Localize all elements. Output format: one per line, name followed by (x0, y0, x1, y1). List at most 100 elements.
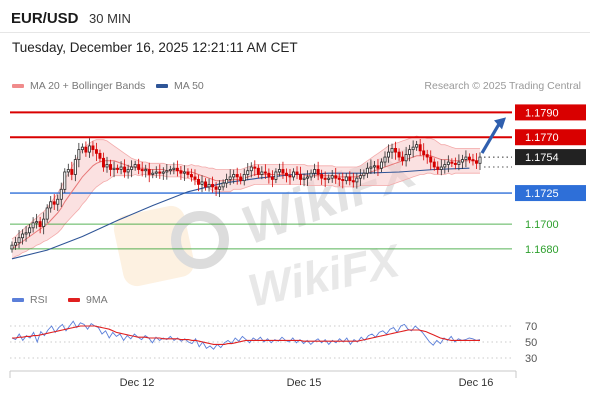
candle (460, 154, 464, 169)
candle-body (225, 179, 229, 184)
candle (98, 149, 102, 163)
ma9-swatch (68, 298, 80, 303)
candle (478, 152, 482, 170)
symbol-label: EUR/USD (11, 10, 79, 27)
last-price-badge (515, 149, 586, 166)
candle (221, 179, 225, 191)
x-tick-label: Dec 15 (287, 377, 322, 389)
candle (246, 163, 250, 181)
candle-body (446, 161, 450, 165)
candle-body (91, 145, 95, 151)
candle-body (372, 165, 376, 168)
candle-body (119, 166, 123, 170)
candle-body (464, 156, 468, 160)
candle-body (24, 232, 28, 235)
candle-body (116, 167, 120, 170)
candle-body (161, 171, 165, 174)
candle (450, 158, 454, 168)
candle-body (137, 164, 141, 170)
candle (443, 159, 447, 174)
candle-body (151, 172, 155, 175)
candle (313, 163, 317, 178)
candle-body (204, 181, 208, 188)
candle (56, 194, 60, 211)
candle (390, 143, 394, 159)
candle (45, 204, 49, 223)
candle (232, 169, 236, 184)
candle (175, 160, 179, 177)
candle (14, 236, 18, 250)
candle-body (228, 176, 232, 180)
candle (235, 167, 239, 185)
candle-body (253, 166, 257, 169)
ma50-swatch (156, 84, 168, 89)
candle-body (221, 182, 225, 188)
level-badges: 1.1790 1.1770 1.1725 1.1700 1.1680 1.1754 (515, 104, 586, 256)
candle (439, 159, 443, 176)
candle (59, 182, 63, 207)
candle-body (348, 176, 352, 182)
candle-body (379, 161, 383, 169)
candle (105, 156, 109, 173)
candle-body (246, 170, 250, 175)
candle (84, 141, 88, 157)
candle (411, 140, 415, 158)
candle (109, 159, 113, 177)
candle-body (404, 154, 408, 162)
candle-body (31, 222, 35, 229)
candle-body (270, 176, 274, 180)
candle-body (263, 171, 267, 174)
candle (211, 176, 215, 193)
candle-body (63, 171, 67, 190)
candle (165, 164, 169, 180)
candle (193, 169, 197, 186)
candle (263, 164, 267, 179)
candle (425, 149, 429, 164)
candle (35, 213, 39, 229)
candle (137, 158, 141, 175)
x-tick-label: Dec 12 (120, 377, 155, 389)
candle (351, 172, 355, 188)
level-label-1.1680: 1.1680 (525, 244, 559, 256)
candle (401, 151, 405, 166)
candle-body (140, 169, 144, 172)
candle (337, 173, 341, 187)
forecast-arrow (480, 117, 506, 154)
legend-item-9ma: 9MA (68, 294, 108, 306)
candle-body (323, 177, 327, 180)
candle (102, 152, 105, 172)
rsi-tick-label: 70 (525, 321, 537, 333)
candle (147, 162, 151, 183)
candles-layer (10, 138, 482, 253)
candle-body (284, 172, 288, 177)
candle (91, 141, 95, 157)
candle (168, 165, 172, 175)
candle-body (288, 175, 292, 178)
level-badge-text: 1.1790 (525, 107, 559, 119)
candle-body (186, 171, 190, 175)
chart-header: EUR/USD 30 MIN (0, 0, 590, 32)
candle-body (239, 176, 243, 182)
ma20-swatch (12, 84, 24, 89)
candle-body (102, 157, 105, 168)
candle (383, 151, 387, 167)
candle-body (249, 166, 253, 172)
rsi-panel: 70 50 30 (10, 320, 537, 365)
candle (249, 162, 253, 178)
candle (200, 175, 204, 193)
rsi-tick-label: 30 (525, 353, 537, 365)
candle (116, 164, 120, 174)
candle-body (274, 171, 278, 180)
x-axis: Dec 12 Dec 15 Dec 16 (9, 370, 517, 389)
legend-item-ma50: MA 50 (156, 80, 204, 92)
candle-body (341, 179, 345, 182)
candle (133, 160, 137, 171)
candle (42, 212, 46, 235)
candle (453, 157, 457, 170)
candle (436, 161, 440, 175)
candle (21, 229, 25, 245)
legend-item-rsi: RSI (12, 294, 48, 306)
candle (457, 154, 461, 171)
candle-body (98, 152, 102, 159)
